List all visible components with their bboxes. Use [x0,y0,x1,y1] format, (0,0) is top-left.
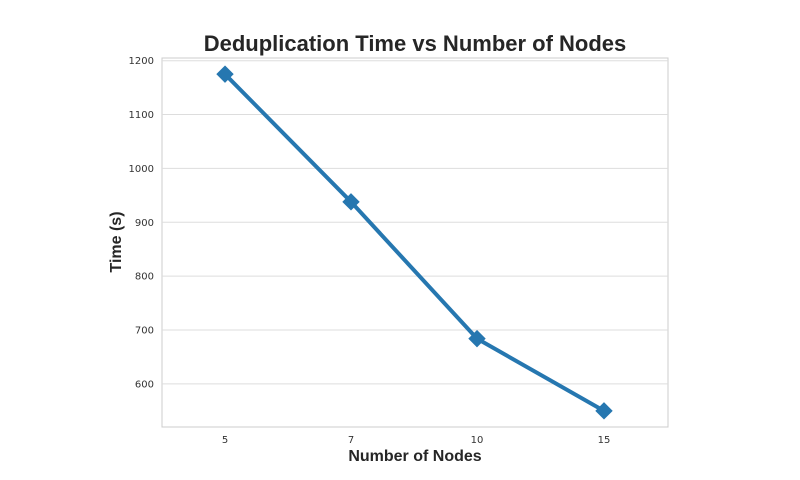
chart-title: Deduplication Time vs Number of Nodes [204,31,627,56]
y-gridlines [162,60,668,385]
y-tick-labels: 600 700 800 900 1000 1100 1200 [129,56,154,390]
x-tick-label: 7 [348,435,354,446]
x-axis-label: Number of Nodes [348,448,481,465]
x-tick-label: 5 [222,435,228,446]
y-tick-label: 900 [135,218,154,229]
data-point-15 [595,402,613,420]
y-tick-label: 1100 [129,110,154,121]
data-point-7 [342,193,360,211]
y-tick-label: 700 [135,326,154,337]
y-axis-label: Time (s) [108,211,125,272]
y-tick-label: 1000 [129,164,154,175]
data-points [216,65,613,420]
series-line [223,72,606,413]
y-tick-label: 800 [135,272,154,283]
y-tick-label: 1200 [129,56,154,67]
data-point-5 [216,65,234,83]
y-tick-label: 600 [135,379,154,390]
x-tick-label: 10 [471,435,484,446]
data-point-10 [468,329,486,348]
x-tick-labels: 5 7 10 15 [222,435,611,446]
plot-area [161,57,669,428]
x-tick-label: 15 [598,435,611,446]
